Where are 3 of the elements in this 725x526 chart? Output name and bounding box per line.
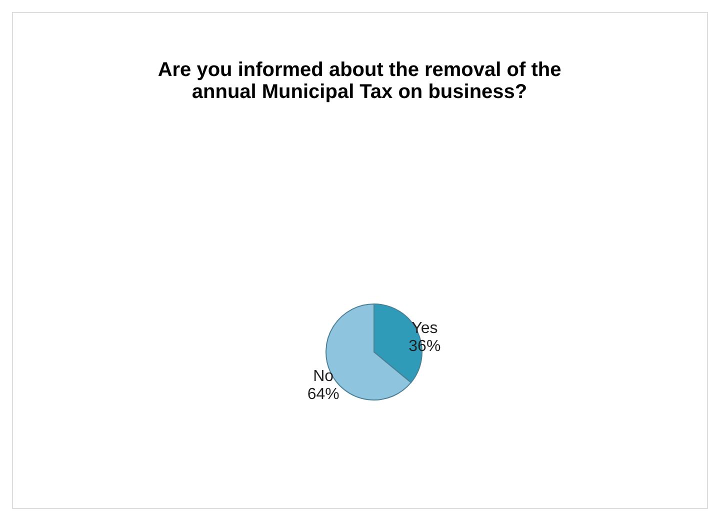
- slice-label: No: [313, 368, 334, 385]
- chart-title: Are you informed about the removal of the annual Municipal Tax on business?: [158, 59, 562, 103]
- data-label: 64%: [307, 386, 340, 403]
